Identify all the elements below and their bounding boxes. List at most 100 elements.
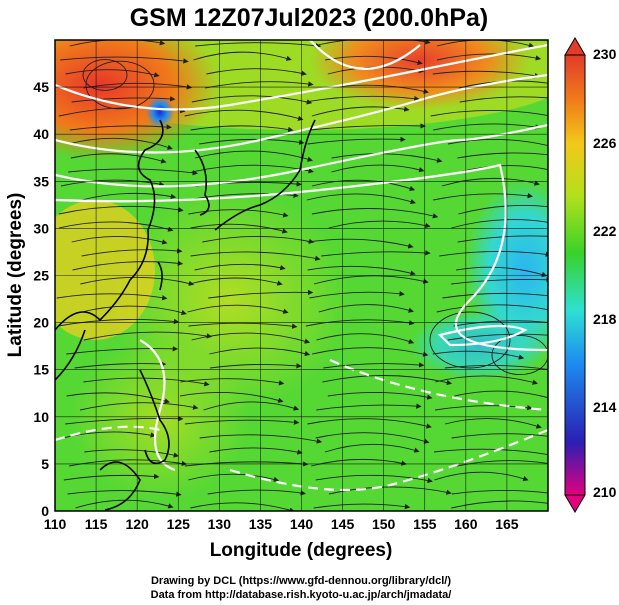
streamline — [436, 40, 535, 48]
x-tick-label: 135 — [249, 516, 273, 532]
y-tick-label: 45 — [33, 79, 49, 95]
streamline — [323, 362, 425, 369]
streamline — [451, 219, 548, 229]
streamline — [331, 153, 443, 163]
hot-region-northeast — [310, 40, 530, 110]
streamline — [81, 305, 187, 316]
streamline — [451, 500, 548, 509]
streamline — [75, 499, 174, 509]
streamline — [189, 277, 283, 286]
streamline — [447, 138, 548, 147]
coastline-borneo — [99, 461, 141, 511]
streamline — [433, 123, 541, 131]
streamline — [432, 350, 525, 360]
streamline — [188, 473, 280, 482]
streamline — [459, 165, 548, 173]
streamline — [84, 449, 180, 458]
streamline — [328, 220, 431, 229]
coastline-asia — [55, 119, 164, 331]
streamline — [187, 304, 289, 314]
streamline — [306, 193, 416, 205]
streamline — [74, 361, 167, 369]
streamline — [207, 489, 306, 496]
streamline — [458, 80, 548, 89]
streamline — [58, 318, 180, 327]
colorbar-label: 210 — [593, 484, 617, 500]
coastline-indochina — [55, 329, 86, 381]
streamline — [72, 260, 184, 271]
coastline-korea — [194, 149, 210, 216]
yellow-patch-west — [55, 200, 155, 340]
colorbar-label: 230 — [593, 46, 617, 62]
streamline — [451, 277, 548, 285]
coastline-philippines — [139, 369, 170, 465]
x-axis-ticks: 110 115 120 125 130 135 140 145 150 155 160 165 — [44, 516, 519, 532]
streamline — [315, 474, 433, 484]
streamline — [56, 293, 168, 301]
y-tick-label: 20 — [33, 315, 49, 331]
streamline — [432, 70, 541, 79]
credit-data: Data from http://database.rish.kyoto-u.a… — [151, 589, 452, 601]
colorbar-gradient — [564, 54, 586, 496]
streamline — [307, 418, 432, 429]
streamline — [206, 68, 307, 76]
circulation-loop — [82, 59, 128, 91]
map-title: GSM 12Z07Jul2023 (200.0hPa) — [130, 4, 489, 32]
streamline — [322, 375, 453, 386]
y-tick-label: 35 — [33, 173, 49, 189]
y-tick-label: 30 — [33, 220, 49, 236]
streamline — [434, 471, 529, 482]
streamline — [441, 177, 540, 187]
streamline — [191, 95, 313, 105]
streamline — [439, 251, 548, 257]
streamline — [324, 443, 420, 453]
x-tick-label: 160 — [454, 516, 478, 532]
streamline — [311, 106, 410, 117]
streamline — [190, 125, 294, 133]
streamline — [83, 377, 210, 387]
cold-spot — [146, 96, 174, 128]
x-tick-label: 110 — [44, 516, 67, 532]
x-tick-label: 140 — [290, 516, 314, 532]
streamline — [436, 304, 548, 313]
streamline — [318, 304, 414, 313]
streamline — [436, 53, 542, 61]
streamline — [67, 490, 182, 497]
streamline — [65, 415, 184, 425]
lat-lon-grid — [55, 40, 548, 511]
streamline — [313, 275, 429, 285]
x-tick-label: 130 — [208, 516, 232, 532]
streamline — [311, 179, 416, 191]
contour-line — [139, 339, 176, 472]
streamline — [187, 192, 299, 201]
streamline — [315, 432, 430, 444]
streamline — [311, 208, 439, 219]
streamline — [458, 205, 548, 215]
streamline — [69, 40, 166, 47]
streamline — [79, 402, 199, 411]
y-tick-label: 15 — [33, 362, 49, 378]
streamline — [430, 110, 548, 117]
coastlines — [55, 119, 316, 511]
credit-drawing: Drawing by DCL (https://www.gfd-dennou.o… — [151, 575, 451, 587]
streamline — [60, 56, 189, 64]
streamline — [83, 331, 213, 341]
streamline — [190, 251, 321, 261]
streamline — [312, 347, 429, 357]
streamline — [307, 265, 416, 276]
streamline — [68, 137, 173, 150]
streamline — [451, 433, 548, 439]
streamlines — [56, 40, 548, 511]
plot-area — [55, 40, 548, 511]
y-tick-label: 0 — [41, 503, 49, 519]
y-tick-label: 25 — [33, 268, 49, 284]
contour-line — [55, 123, 548, 188]
streamline — [447, 333, 548, 341]
x-tick-label: 150 — [372, 516, 396, 532]
streamline — [188, 209, 289, 218]
x-tick-label: 145 — [331, 516, 355, 532]
streamline — [203, 401, 300, 411]
circulation-loop — [429, 311, 511, 369]
streamline — [454, 390, 548, 399]
